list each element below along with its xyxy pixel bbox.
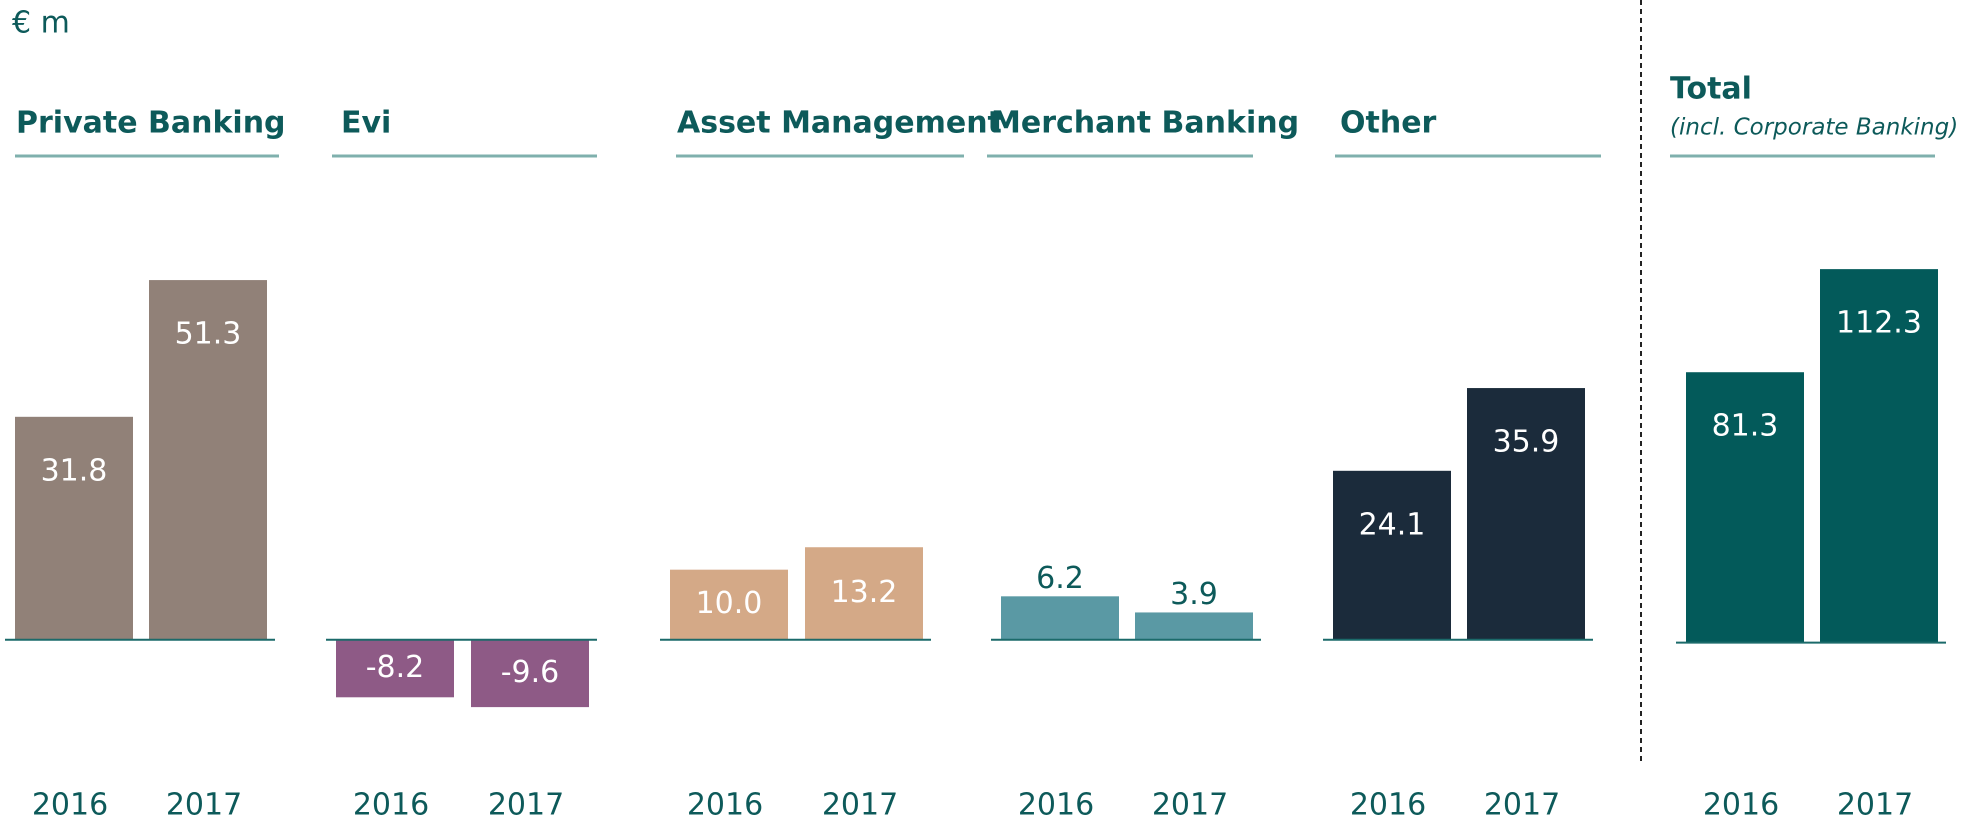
- bar: [1820, 269, 1938, 643]
- x-tick-label: 2017: [1837, 788, 1913, 822]
- x-tick-label: 2016: [353, 788, 429, 822]
- bar: [1686, 372, 1804, 643]
- x-tick-label: 2017: [1152, 788, 1228, 822]
- x-tick-label: 2017: [166, 788, 242, 822]
- value-label: -9.6: [501, 655, 560, 690]
- value-label: 31.8: [41, 453, 108, 488]
- x-tick-label: 2017: [1484, 788, 1560, 822]
- x-tick-label: 2016: [1018, 788, 1094, 822]
- bar: [1333, 470, 1451, 640]
- x-tick-label: 2017: [822, 788, 898, 822]
- unit-label: € m: [12, 6, 70, 41]
- panel-title: Evi: [341, 106, 391, 141]
- value-label: 3.9: [1170, 577, 1218, 612]
- bar: [15, 416, 133, 640]
- value-label: 112.3: [1836, 306, 1922, 341]
- value-label: 51.3: [175, 317, 242, 352]
- bar: [1001, 596, 1119, 640]
- x-tick-label: 2016: [687, 788, 763, 822]
- value-label: 24.1: [1359, 507, 1426, 542]
- panel-title: Private Banking: [16, 106, 286, 141]
- x-tick-label: 2017: [488, 788, 564, 822]
- x-tick-label: 2016: [32, 788, 108, 822]
- value-label: 10.0: [696, 586, 763, 621]
- panel-title: Total: [1670, 72, 1752, 107]
- bar: [670, 569, 788, 640]
- value-label: 35.9: [1493, 425, 1560, 460]
- bar: [336, 639, 454, 698]
- value-label: 13.2: [831, 575, 898, 610]
- value-label: -8.2: [366, 650, 425, 685]
- value-label: 6.2: [1036, 561, 1084, 596]
- bar: [1467, 388, 1585, 640]
- bar: [149, 280, 267, 640]
- value-label: 81.3: [1712, 409, 1779, 444]
- x-tick-label: 2016: [1703, 788, 1779, 822]
- bar: [471, 639, 589, 708]
- panel-subtitle: (incl. Corporate Banking): [1670, 115, 1958, 141]
- bar: [805, 547, 923, 640]
- panel-title: Merchant Banking: [991, 106, 1299, 141]
- panel-title: Asset Management: [677, 106, 1002, 141]
- bar: [1135, 612, 1253, 640]
- x-tick-label: 2016: [1350, 788, 1426, 822]
- panel-title: Other: [1340, 106, 1437, 141]
